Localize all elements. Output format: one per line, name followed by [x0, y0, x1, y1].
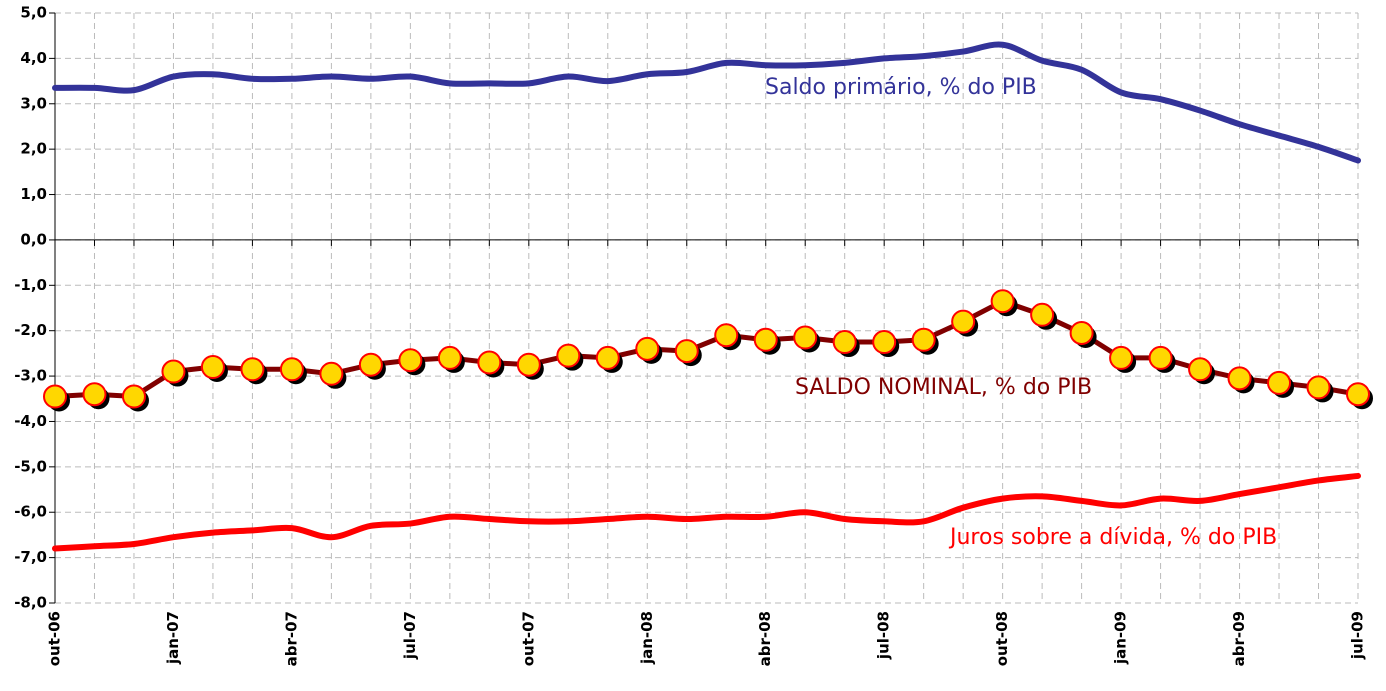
- series-label: SALDO NOMINAL, % do PIB: [795, 375, 1092, 400]
- marker: [477, 350, 502, 375]
- marker: [240, 357, 265, 382]
- marker: [951, 309, 976, 334]
- marker: [1267, 370, 1292, 395]
- x-tick-label: abr-09: [1230, 611, 1248, 666]
- marker: [358, 352, 383, 377]
- marker: [990, 289, 1015, 314]
- x-tick-label: jul-08: [875, 611, 893, 660]
- marker: [398, 348, 423, 373]
- marker: [556, 343, 581, 368]
- marker: [437, 345, 462, 370]
- y-tick-label: -6,0: [14, 503, 47, 521]
- marker: [1030, 302, 1055, 327]
- series-line: [52, 41, 1361, 164]
- marker: [832, 330, 857, 355]
- marker: [1109, 345, 1134, 370]
- marker: [516, 352, 541, 377]
- y-tick-label: -7,0: [14, 548, 47, 566]
- marker: [1148, 345, 1173, 370]
- x-tick-label: jul-07: [401, 611, 419, 660]
- y-tick-label: 2,0: [20, 140, 47, 158]
- marker: [1306, 375, 1331, 400]
- series-label: Saldo primário, % do PIB: [765, 75, 1037, 100]
- marker: [872, 330, 897, 355]
- marker: [911, 327, 936, 352]
- y-tick-label: 0,0: [20, 230, 47, 248]
- lines: [43, 41, 1373, 552]
- marker: [121, 384, 146, 409]
- x-tick-label: jan-09: [1112, 611, 1130, 665]
- marker: [753, 327, 778, 352]
- y-tick-label: 5,0: [20, 4, 47, 22]
- y-tick-label: -5,0: [14, 457, 47, 475]
- grid: [54, 12, 1359, 604]
- marker: [793, 325, 818, 350]
- x-tick-label: out-06: [46, 611, 64, 666]
- axes: 5,0 4,0 3,0 2,0 1,0 0,0 -1,0 -2,0 -3,0 -4,0 -5,0 -6…: [14, 4, 1366, 667]
- y-tick-label: 3,0: [20, 94, 47, 112]
- y-tick-label: -2,0: [14, 321, 47, 339]
- marker: [279, 357, 304, 382]
- marker: [1346, 382, 1370, 407]
- marker: [595, 345, 620, 370]
- marker: [1069, 320, 1094, 345]
- y-tick-label: -4,0: [14, 412, 47, 430]
- marker: [635, 336, 660, 361]
- marker: [1227, 366, 1252, 391]
- y-tick-label: 1,0: [20, 185, 47, 203]
- x-tick-label: out-08: [993, 611, 1011, 666]
- x-tick-label: jan-08: [638, 611, 656, 665]
- x-tick-label: out-07: [519, 611, 537, 666]
- y-tick-label: -8,0: [14, 594, 47, 612]
- marker: [1188, 357, 1213, 382]
- x-tick-label: abr-08: [756, 611, 774, 666]
- series-label: Juros sobre a dívida, % do PIB: [948, 525, 1277, 550]
- y-tick-label: -3,0: [14, 367, 47, 385]
- marker: [161, 359, 186, 384]
- marker: [43, 384, 67, 409]
- marker: [714, 323, 739, 348]
- x-tick-label: jul-09: [1349, 611, 1367, 660]
- series-line: [52, 472, 1361, 552]
- marker: [82, 382, 107, 407]
- marker: [319, 361, 344, 386]
- y-tick-label: 4,0: [20, 49, 47, 67]
- labels: Saldo primário, % do PIB SALDO NOMINAL, %…: [765, 75, 1277, 550]
- marker: [674, 339, 699, 364]
- series-line: [52, 298, 1361, 399]
- x-tick-label: jan-07: [164, 611, 182, 665]
- x-tick-label: abr-07: [282, 611, 300, 666]
- marker: [200, 355, 225, 379]
- y-tick-label: -1,0: [14, 276, 47, 294]
